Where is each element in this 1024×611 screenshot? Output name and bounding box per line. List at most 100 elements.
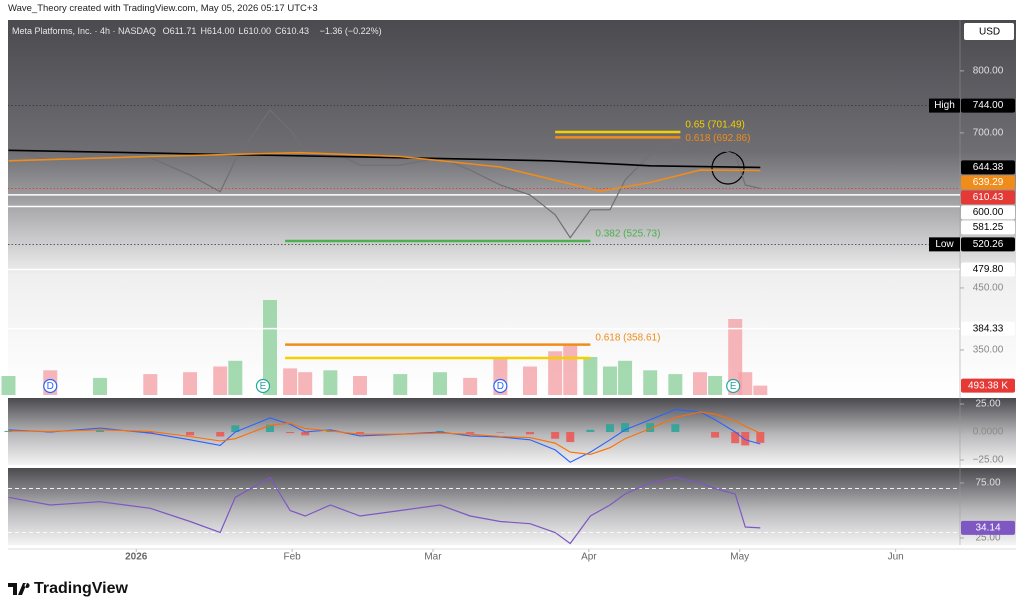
volume-bar xyxy=(353,376,368,395)
caption-box xyxy=(929,98,960,113)
price-caption: Low xyxy=(935,239,954,250)
price-line xyxy=(8,108,761,239)
event-icon xyxy=(726,378,741,394)
histogram-bar xyxy=(551,432,560,439)
rsi-label: 34.14 xyxy=(975,523,1000,534)
change: −1.36 (−0.22%) xyxy=(319,26,382,36)
histogram-bar xyxy=(586,429,595,433)
credit: Wave_Theory created with TradingView.com… xyxy=(8,3,318,14)
x-tick-label: Jun xyxy=(888,552,904,563)
histogram-bar xyxy=(621,423,630,433)
currency: USD xyxy=(979,27,1000,38)
ohlc-key: C xyxy=(275,26,282,36)
x-tick-label: Feb xyxy=(284,552,302,563)
price-label: 581.25 xyxy=(973,222,1004,233)
histogram-bar xyxy=(266,424,275,433)
ohlc-value: 614.00 xyxy=(206,26,235,36)
histogram-bar xyxy=(496,432,505,433)
price-pane xyxy=(8,20,1016,395)
volume-bar xyxy=(228,360,243,395)
price-label-box xyxy=(961,175,1015,190)
y-tick-label: 350.00 xyxy=(973,345,1004,356)
event-icon xyxy=(43,378,58,394)
price-label: 520.26 xyxy=(973,239,1004,250)
histogram-bar xyxy=(731,432,740,444)
ohlc-value: 610.43 xyxy=(281,26,310,36)
price-label: 610.43 xyxy=(973,192,1004,203)
brand-logo xyxy=(8,583,30,595)
volume-bar xyxy=(583,357,598,395)
histogram-bar xyxy=(741,432,750,446)
event-icon xyxy=(255,378,271,394)
ohlc-value: 611.71 xyxy=(169,26,197,36)
volume-label: 493.38 K xyxy=(968,380,1008,391)
volume-bar xyxy=(692,372,707,395)
volume-bar xyxy=(283,368,298,395)
histogram-bar xyxy=(356,432,365,434)
ohlc-value: 610.00 xyxy=(243,26,272,36)
volume-bar xyxy=(183,372,198,395)
price-label: 644.38 xyxy=(973,162,1004,173)
volume-bar xyxy=(393,374,408,395)
x-tick-label: 2026 xyxy=(125,552,148,563)
volume-bar xyxy=(643,370,658,395)
volume-bar xyxy=(738,372,753,395)
histogram-bar xyxy=(711,432,720,438)
price-label: 639.29 xyxy=(973,177,1004,188)
volume-bar xyxy=(298,372,313,395)
volume-bar xyxy=(93,377,108,395)
y-tick-label: 75.00 xyxy=(975,478,1000,489)
volume-bar xyxy=(602,366,617,395)
volume-label-box xyxy=(961,378,1015,393)
fib-label: 0.618 (358.61) xyxy=(595,332,660,343)
histogram-bar xyxy=(286,432,295,434)
histogram-bar xyxy=(435,430,444,433)
volume-bar xyxy=(1,376,16,395)
fib-label: 0.65 (701.49) xyxy=(685,120,745,131)
volume-bar xyxy=(323,370,338,395)
ohlc-key: O xyxy=(162,26,170,36)
y-tick-label: 25.00 xyxy=(975,533,1000,544)
volume-bar xyxy=(432,372,447,395)
price-label: 744.00 xyxy=(973,100,1004,111)
volume-bar xyxy=(618,360,633,395)
histogram-bar xyxy=(216,432,225,437)
price-label: 600.00 xyxy=(973,207,1004,218)
y-tick-label: 0.0000 xyxy=(973,427,1004,438)
brand: TradingView xyxy=(8,580,128,598)
y-tick-label: −25.00 xyxy=(973,455,1004,466)
macd-line xyxy=(8,411,761,455)
histogram-bar xyxy=(605,424,614,433)
price-label-box xyxy=(961,190,1015,205)
price-caption: High xyxy=(934,100,955,111)
price-label-box xyxy=(961,237,1015,252)
caption-box xyxy=(929,237,960,252)
histogram-bar xyxy=(526,432,535,435)
y-tick-label: 700.00 xyxy=(973,128,1004,139)
histogram-bar xyxy=(756,432,765,443)
event-icon xyxy=(493,378,508,394)
symbol: Meta Platforms, Inc. · 4h · NASDAQ xyxy=(12,26,157,36)
histogram-bar xyxy=(96,430,105,433)
volume-bar xyxy=(143,374,158,395)
fib-label: 0.618 (692.86) xyxy=(685,133,750,144)
volume-bar xyxy=(708,376,723,395)
price-label-box xyxy=(961,220,1015,235)
event-label: E xyxy=(730,381,737,392)
price-label-box xyxy=(961,205,1015,220)
price-line xyxy=(8,151,761,193)
y-tick-label: 450.00 xyxy=(973,283,1004,294)
ohlc-key: L xyxy=(238,26,244,36)
volume-bar xyxy=(463,377,478,395)
event-label: D xyxy=(47,381,54,392)
price-label-box xyxy=(961,262,1015,277)
price-label-box xyxy=(961,321,1015,336)
x-tick-label: Apr xyxy=(581,552,597,563)
histogram-bar xyxy=(646,423,655,433)
volume-bar xyxy=(548,351,563,395)
fib-label: 0.382 (525.73) xyxy=(595,229,660,240)
price-label: 479.80 xyxy=(973,264,1004,275)
volume-bar xyxy=(753,385,768,395)
rsi-pane xyxy=(8,468,1016,545)
